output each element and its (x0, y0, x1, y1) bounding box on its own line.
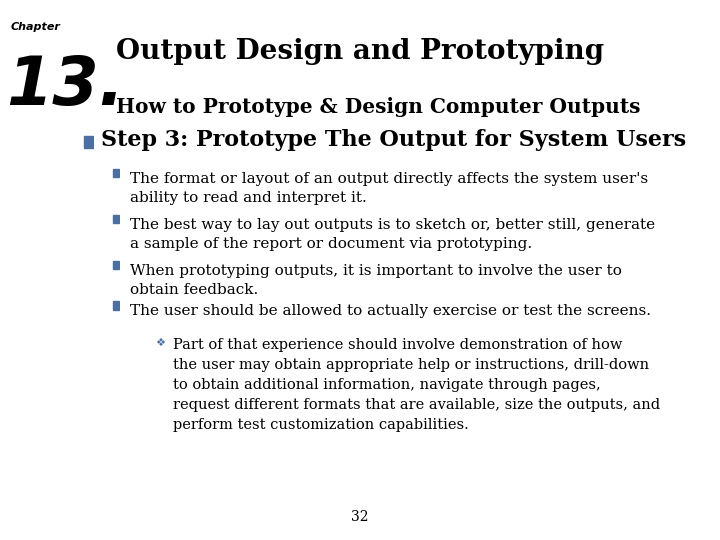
Text: When prototyping outputs, it is important to involve the user to
obtain feedback: When prototyping outputs, it is importan… (130, 264, 621, 297)
Text: Step 3: Prototype The Output for System Users: Step 3: Prototype The Output for System … (101, 129, 686, 151)
Text: ❖: ❖ (155, 338, 165, 348)
Text: Output Design and Prototyping: Output Design and Prototyping (116, 38, 604, 65)
Text: Part of that experience should involve demonstration of how
the user may obtain : Part of that experience should involve d… (173, 338, 660, 431)
FancyBboxPatch shape (113, 215, 119, 224)
Text: 32: 32 (351, 510, 369, 524)
Text: How to Prototype & Design Computer Outputs: How to Prototype & Design Computer Outpu… (116, 97, 640, 117)
Text: The user should be allowed to actually exercise or test the screens.: The user should be allowed to actually e… (130, 304, 651, 318)
Text: Chapter: Chapter (11, 22, 60, 32)
Text: The best way to lay out outputs is to sketch or, better still, generate
a sample: The best way to lay out outputs is to sk… (130, 218, 654, 251)
FancyBboxPatch shape (113, 301, 119, 310)
FancyBboxPatch shape (84, 136, 93, 148)
FancyBboxPatch shape (113, 261, 119, 269)
Text: 13.: 13. (6, 53, 124, 119)
FancyBboxPatch shape (113, 169, 119, 178)
Text: The format or layout of an output directly affects the system user's
ability to : The format or layout of an output direct… (130, 172, 648, 205)
